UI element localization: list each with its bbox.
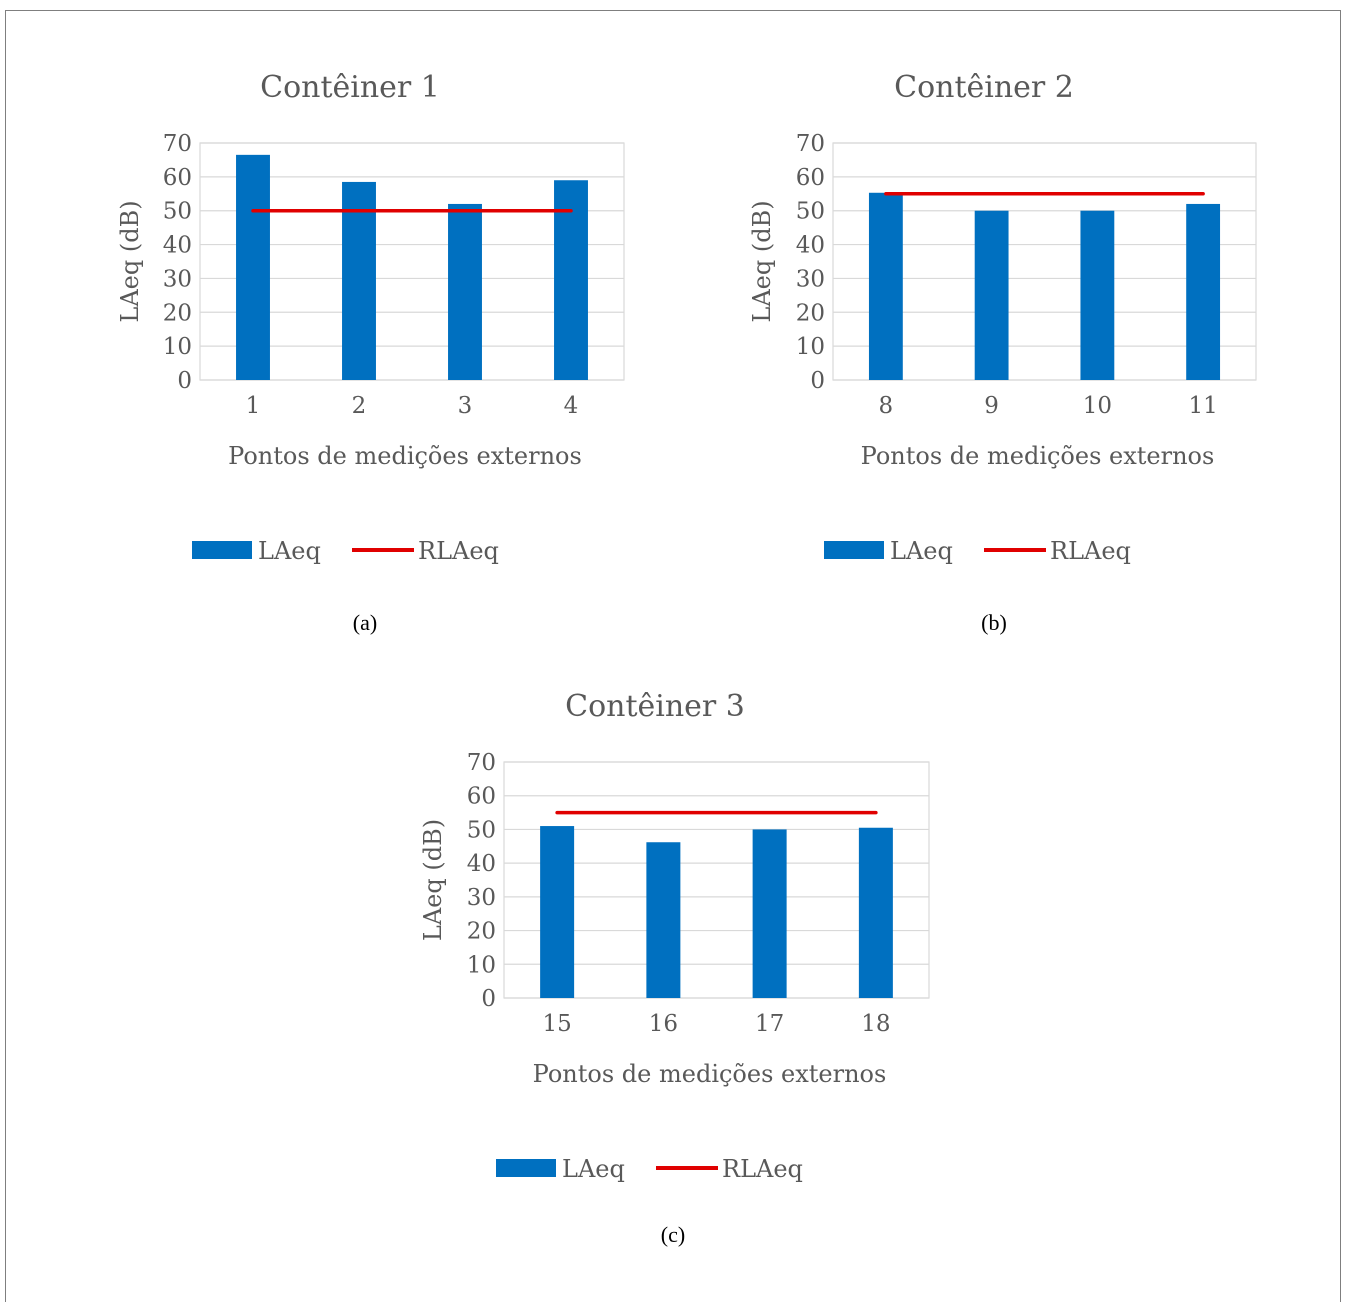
y-axis-label: LAeq (dB) — [419, 819, 447, 941]
y-tick-label: 60 — [467, 784, 496, 810]
bar-laeq — [540, 826, 575, 998]
caption-b: (b) — [981, 610, 1007, 635]
legend-label-rlaeq: RLAeq — [722, 1155, 803, 1183]
legend-swatch-laeq — [824, 541, 884, 559]
y-tick-label: 0 — [481, 986, 496, 1012]
legend: LAeq RLAeq — [496, 1155, 803, 1183]
chart-title: Contêiner 3 — [565, 689, 745, 724]
y-tick-label: 20 — [163, 300, 192, 326]
bar-laeq — [868, 192, 903, 380]
bar-laeq — [236, 154, 270, 380]
bar-laeq — [858, 827, 893, 998]
y-tick-label: 10 — [467, 952, 496, 978]
legend-label-laeq: LAeq — [562, 1155, 625, 1183]
y-tick-label: 60 — [796, 165, 825, 191]
chart-2: Contêiner 2 0 10 20 30 40 50 60 70 8 9 10 11 Pontos d… — [748, 70, 1257, 565]
chart-3: Contêiner 3 0 10 20 30 40 50 60 70 15 16 17 18 Pontos… — [419, 689, 930, 1183]
y-tick-label: 20 — [796, 300, 825, 326]
legend: LAeq RLAeq — [192, 537, 499, 565]
bar-laeq — [974, 210, 1009, 380]
figure-frame — [5, 10, 1341, 1302]
bar-laeq — [752, 829, 787, 998]
x-tick-label: 1 — [246, 393, 261, 419]
y-tick-label: 30 — [467, 885, 496, 911]
y-tick-label: 70 — [796, 131, 825, 157]
plot-border — [199, 142, 625, 381]
bar-laeq — [554, 180, 588, 380]
plot-border — [832, 142, 1257, 381]
y-axis-label: LAeq (dB) — [748, 200, 776, 322]
legend-swatch-laeq — [192, 541, 252, 559]
bar-laeq — [646, 842, 681, 998]
bar-laeq — [1186, 203, 1221, 380]
x-axis-label: Pontos de medições externos — [861, 442, 1215, 470]
bar-laeq — [342, 181, 376, 380]
y-tick-label: 0 — [810, 368, 825, 394]
y-tick-label: 70 — [467, 750, 496, 776]
x-tick-label: 9 — [984, 393, 999, 419]
x-tick-label: 11 — [1188, 393, 1217, 419]
x-axis-label: Pontos de medições externos — [533, 1060, 887, 1088]
x-tick-label: 2 — [352, 393, 367, 419]
x-tick-label: 8 — [879, 393, 894, 419]
chart-1: Contêiner 1 0 10 20 30 40 50 60 70 1 2 3 4 Pontos de … — [116, 70, 625, 565]
y-tick-label: 40 — [467, 851, 496, 877]
y-axis-label: LAeq (dB) — [116, 200, 144, 322]
legend-swatch-laeq — [496, 1159, 556, 1177]
x-tick-label: 10 — [1083, 393, 1112, 419]
x-tick-label: 16 — [649, 1011, 678, 1037]
plot-border — [503, 761, 930, 999]
y-tick-label: 50 — [467, 817, 496, 843]
chart-title: Contêiner 1 — [260, 70, 440, 105]
x-tick-label: 15 — [542, 1011, 571, 1037]
y-tick-label: 40 — [796, 233, 825, 259]
caption-a: (a) — [352, 610, 378, 635]
y-tick-label: 30 — [163, 266, 192, 292]
y-tick-label: 50 — [163, 199, 192, 225]
y-tick-label: 30 — [796, 266, 825, 292]
bar-laeq — [1080, 210, 1115, 380]
y-tick-label: 20 — [467, 919, 496, 945]
legend-label-rlaeq: RLAeq — [418, 537, 499, 565]
y-tick-label: 40 — [163, 233, 192, 259]
y-tick-label: 50 — [796, 199, 825, 225]
x-tick-label: 17 — [755, 1011, 784, 1037]
y-tick-label: 0 — [177, 368, 192, 394]
y-tick-label: 70 — [163, 131, 192, 157]
legend-label-rlaeq: RLAeq — [1050, 537, 1131, 565]
legend-label-laeq: LAeq — [258, 537, 321, 565]
caption-c: (c) — [660, 1222, 686, 1247]
bar-laeq — [448, 203, 482, 380]
x-axis-label: Pontos de medições externos — [228, 442, 582, 470]
x-tick-label: 18 — [861, 1011, 890, 1037]
x-tick-label: 4 — [564, 393, 579, 419]
y-tick-label: 10 — [163, 334, 192, 360]
legend: LAeq RLAeq — [824, 537, 1131, 565]
y-tick-label: 60 — [163, 165, 192, 191]
y-tick-label: 10 — [796, 334, 825, 360]
x-tick-label: 3 — [458, 393, 473, 419]
chart-title: Contêiner 2 — [894, 70, 1074, 105]
legend-label-laeq: LAeq — [890, 537, 953, 565]
